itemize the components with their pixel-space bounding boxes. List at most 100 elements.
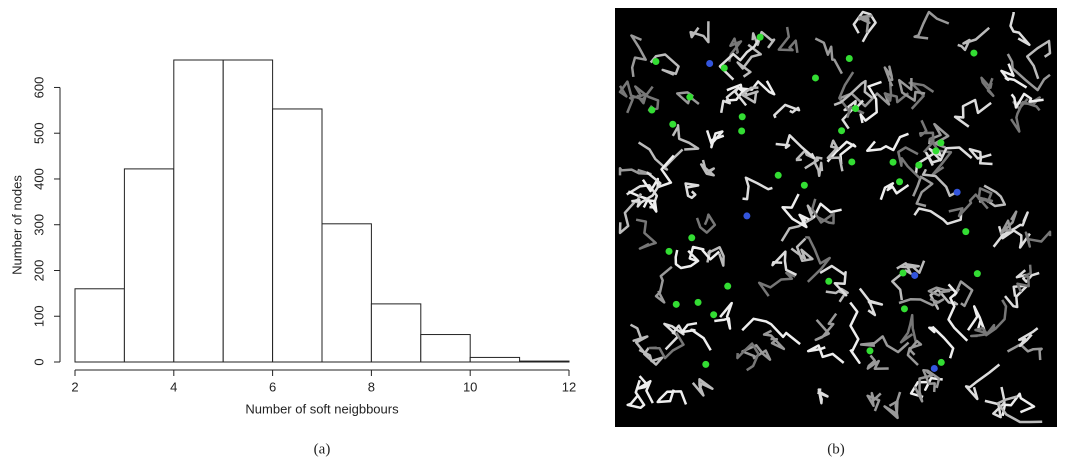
molecule-bond — [968, 147, 993, 166]
molecule-bond — [866, 354, 889, 370]
molecule-bond — [1025, 39, 1052, 80]
molecule-atom — [648, 106, 656, 114]
bar — [222, 59, 274, 363]
molecule-bond — [762, 329, 786, 351]
molecule-bond — [1015, 269, 1040, 283]
molecule-atom — [738, 113, 746, 121]
molecule-bond — [997, 225, 1031, 249]
molecule-atom — [973, 270, 981, 278]
molecule-bond — [925, 146, 973, 167]
molecule-bond — [918, 119, 935, 154]
molecule-bond — [1000, 63, 1028, 89]
molecule-bond — [777, 26, 799, 53]
molecule-bond — [736, 43, 762, 78]
molecule-atom — [838, 127, 846, 135]
molecule-bond — [897, 77, 926, 102]
molecule-bond — [781, 193, 810, 229]
molecule-atom — [743, 212, 751, 220]
molecule-bond — [790, 237, 814, 263]
molecule-bond — [780, 204, 815, 242]
molecule-bond — [648, 332, 685, 360]
molecule-bond — [977, 187, 994, 204]
molecule-bond — [866, 132, 909, 152]
molecule-bond — [618, 192, 643, 235]
molecule-atom — [702, 360, 710, 368]
x-tick-label: 10 — [463, 379, 477, 394]
molecule-bond — [637, 375, 654, 404]
molecule-atom — [866, 347, 874, 355]
molecule-atom — [845, 54, 853, 62]
molecule-bond — [913, 10, 950, 40]
bar — [123, 168, 175, 363]
molecule-atom — [669, 120, 677, 128]
molecule-bond — [1004, 284, 1029, 309]
molecule-bond — [740, 86, 759, 104]
molecule-bond — [635, 218, 657, 250]
molecule-bond — [913, 207, 963, 226]
molecule-atom — [915, 161, 923, 169]
molecule-bond — [656, 389, 688, 405]
molecule-bond — [757, 271, 796, 297]
molecule-atom — [686, 93, 694, 101]
molecule-atom — [688, 234, 696, 242]
x-tick-label: 2 — [71, 379, 78, 394]
molecule-atom — [738, 127, 746, 135]
molecule-bond — [898, 297, 945, 307]
molecule-bond — [984, 299, 1008, 337]
y-tick-label: 600 — [31, 77, 46, 99]
molecule-atom — [889, 158, 897, 166]
molecule-bond — [631, 171, 662, 208]
molecule-bond — [866, 391, 882, 412]
molecule-bond — [953, 98, 992, 128]
molecule-atom — [774, 171, 782, 179]
molecule-bond — [654, 265, 673, 304]
molecule-atom — [756, 33, 764, 41]
molecule-bond — [1017, 327, 1039, 348]
molecule-atom — [724, 282, 732, 290]
molecule-bond — [814, 37, 843, 75]
molecule-bond — [912, 175, 934, 208]
molecule-bond — [727, 37, 743, 62]
molecule-bond — [906, 339, 923, 366]
molecule-atom — [665, 247, 673, 255]
molecule-bond — [736, 342, 760, 372]
molecule-bond — [618, 80, 654, 101]
molecule-atom — [706, 59, 714, 67]
molecule-bond — [859, 335, 910, 354]
molecule-atom — [811, 74, 819, 82]
y-tick-label: 0 — [31, 358, 46, 365]
x-tick-label: 4 — [170, 379, 177, 394]
molecule-bond — [629, 323, 649, 356]
molecule-bond — [817, 388, 829, 405]
molecule-bond — [741, 317, 801, 346]
molecule-bond — [849, 301, 861, 364]
molecule-atom — [848, 158, 856, 166]
molecule-bond — [695, 213, 717, 234]
molecule-bond — [637, 141, 684, 171]
molecule-bond — [966, 305, 986, 331]
molecule-bond — [929, 288, 959, 310]
molecule-atom — [825, 277, 833, 285]
molecule-bond — [1010, 100, 1041, 133]
y-tick-label: 300 — [31, 214, 46, 236]
molecule-image — [615, 8, 1057, 427]
caption-a: (a) — [314, 441, 331, 457]
bar — [74, 288, 125, 363]
molecule-bond — [689, 21, 710, 44]
molecule-atom — [930, 364, 938, 372]
molecule-bond — [964, 363, 1001, 401]
molecule-bond — [688, 245, 721, 263]
molecule-bond — [1006, 53, 1051, 92]
molecule-bond — [806, 344, 845, 364]
y-tick-label: 200 — [31, 260, 46, 282]
molecule-bond — [718, 36, 761, 81]
molecule-atom — [937, 358, 945, 366]
molecule-bond — [813, 156, 824, 178]
caption-b: (b) — [827, 441, 845, 457]
molecule-bond — [922, 369, 941, 393]
molecule-bond — [819, 264, 848, 297]
molecule-bond — [626, 379, 646, 410]
bar — [420, 334, 471, 363]
y-axis-label: Number of nodes — [9, 175, 24, 275]
molecule-bond — [859, 80, 882, 124]
